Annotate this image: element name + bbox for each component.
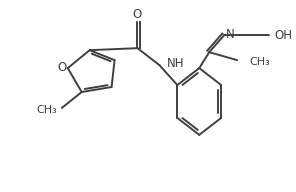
Text: O: O [57, 61, 67, 74]
Text: OH: OH [274, 29, 292, 42]
Text: CH₃: CH₃ [36, 105, 57, 115]
Text: N: N [226, 28, 235, 41]
Text: NH: NH [166, 57, 184, 70]
Text: CH₃: CH₃ [249, 57, 270, 67]
Text: O: O [133, 8, 142, 21]
